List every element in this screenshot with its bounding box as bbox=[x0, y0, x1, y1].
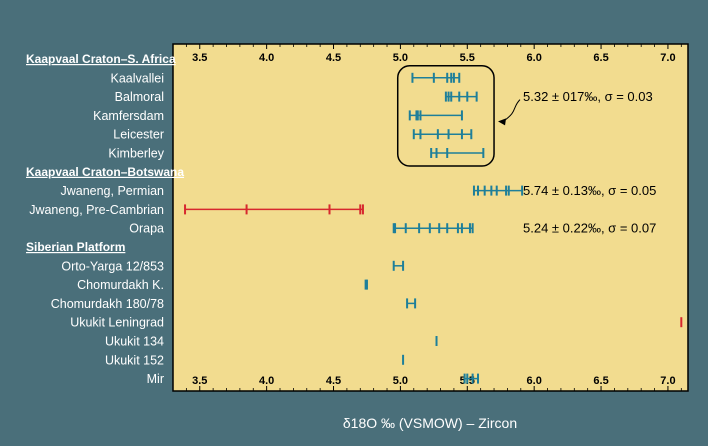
group-label: Siberian Platform bbox=[26, 240, 125, 254]
row-label: Jwaneng, Permian bbox=[60, 184, 164, 198]
top-tick-label: 5.0 bbox=[393, 52, 408, 64]
row-label: Orto-Yarga 12/853 bbox=[61, 259, 164, 273]
row-label: Ukukit 152 bbox=[105, 353, 164, 367]
top-tick-label: 7.0 bbox=[660, 52, 675, 64]
row-label: Kimberley bbox=[108, 147, 164, 161]
row-label: Orapa bbox=[129, 222, 164, 236]
row-label: Balmoral bbox=[115, 90, 164, 104]
bottom-tick-label: 4.5 bbox=[326, 375, 341, 387]
top-tick-label: 5.5 bbox=[460, 52, 475, 64]
row-label: Kamfersdam bbox=[93, 109, 164, 123]
bottom-tick-label: 3.5 bbox=[192, 375, 207, 387]
top-tick-label: 3.5 bbox=[192, 52, 207, 64]
bottom-tick-label: 4.0 bbox=[259, 375, 274, 387]
row-label: Leicester bbox=[113, 128, 164, 142]
row-label: Chomurdakh K. bbox=[77, 278, 164, 292]
bottom-tick-label: 7.0 bbox=[660, 375, 675, 387]
row-label: Ukukit 134 bbox=[105, 335, 164, 349]
annotation-text: 5.74 ± 0.13‰, σ = 0.05 bbox=[523, 183, 656, 198]
top-tick-label: 4.0 bbox=[259, 52, 274, 64]
top-x-axis: 3.5 4.0 4.5 5.0 5.5 6.0 6.5 7.0 bbox=[185, 44, 682, 64]
annotation-box bbox=[396, 65, 495, 167]
top-tick-label: 6.5 bbox=[593, 52, 608, 64]
annotation-text: 5.32 ± 017‰, σ = 0.03 bbox=[523, 89, 653, 104]
annotations: 5.32 ± 017‰, σ = 0.03 5.74 ± 0.13‰, σ = 0… bbox=[396, 65, 656, 236]
annotation-text: 5.24 ± 0.22‰, σ = 0.07 bbox=[523, 221, 656, 236]
plot-area bbox=[172, 43, 689, 392]
top-tick-label: 6.0 bbox=[527, 52, 542, 64]
data-series bbox=[184, 72, 683, 384]
row-label: Chomurdakh 180/78 bbox=[51, 297, 164, 311]
annotation-arrowhead bbox=[498, 118, 507, 126]
x-axis-label: δ18O ‰ (VSMOW) – Zircon bbox=[343, 415, 517, 431]
group-label: Kaapvaal Craton–S. Africa bbox=[26, 52, 176, 66]
row-label: Ukukit Leningrad bbox=[70, 316, 164, 330]
bottom-tick-label: 6.0 bbox=[527, 375, 542, 387]
row-label: Kaalvallei bbox=[110, 71, 164, 85]
bottom-tick-label: 6.5 bbox=[593, 375, 608, 387]
row-label: Mir bbox=[147, 372, 164, 386]
top-tick-label: 4.5 bbox=[326, 52, 341, 64]
group-label: Kaapvaal Craton–Botswana bbox=[26, 165, 184, 179]
row-labels: Kaapvaal Craton–S. Africa Kaapvaal Craton… bbox=[26, 52, 184, 386]
bottom-tick-label: 5.0 bbox=[393, 375, 408, 387]
annotation-arrow bbox=[502, 99, 521, 122]
row-label: Jwaneng, Pre-Cambrian bbox=[29, 203, 164, 217]
